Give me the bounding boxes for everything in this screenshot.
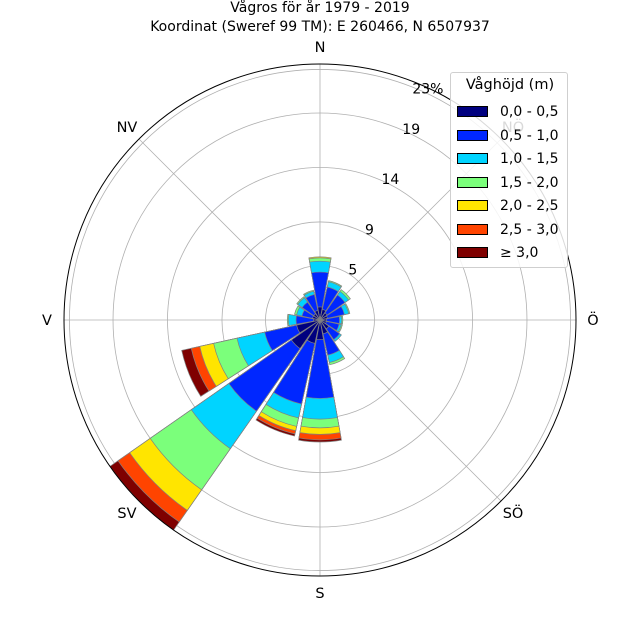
legend-label: 2,0 - 2,5 — [500, 198, 559, 214]
rose-segment — [290, 319, 321, 350]
radial-tick-label: 5 — [348, 263, 357, 279]
rose-segment — [314, 310, 321, 321]
outer-circle — [63, 63, 577, 577]
rose-segment — [311, 271, 329, 321]
compass-label: NV — [117, 120, 138, 136]
chart-title: Vågros för år 1979 - 2019 — [230, 0, 410, 16]
rose-segment — [306, 319, 321, 344]
rose-segment — [319, 319, 329, 335]
radial-tick-label: 19 — [402, 122, 420, 138]
rose-segment — [317, 306, 323, 321]
legend-label: 1,5 - 2,0 — [500, 174, 559, 191]
legend-title: Våghöjd (m) — [465, 77, 555, 93]
legend-swatch — [457, 153, 488, 164]
legend-swatch — [457, 247, 488, 258]
legend-swatch — [457, 200, 488, 211]
legend-swatch — [457, 129, 488, 141]
legend-swatch — [457, 106, 488, 117]
compass-label: SÖ — [503, 504, 524, 522]
compass-label: S — [315, 586, 324, 602]
compass-label: Ö — [587, 311, 598, 329]
rose-segment — [305, 319, 335, 399]
compass-label: SV — [117, 506, 136, 522]
rose-segment — [295, 315, 321, 325]
rose-segment — [316, 319, 324, 340]
rose-segment — [319, 319, 330, 330]
grid-spoke — [319, 319, 502, 502]
rose-segment — [319, 316, 340, 324]
legend-label: 2,5 - 3,0 — [500, 221, 559, 238]
radial-tick-label: 9 — [365, 222, 374, 238]
radial-tick-label: 23% — [412, 82, 443, 98]
legend-label: 1,0 - 1,5 — [500, 151, 559, 167]
legend-swatch — [457, 223, 488, 235]
legend: Våghöjd (m) 0,0 - 0,5 0,5 - 1,0 1,0 - 1,… — [450, 72, 568, 268]
chart-subtitle: Koordinat (Sweref 99 TM): E 260466, N 65… — [150, 19, 490, 35]
rose-segment — [296, 319, 321, 334]
legend-label: 0,0 - 0,5 — [500, 104, 559, 120]
grid-spoke — [138, 138, 321, 321]
radial-tick-label: 14 — [381, 172, 399, 188]
legend-swatch — [457, 176, 488, 188]
compass-label: N — [315, 40, 326, 56]
legend-label: ≥ 3,0 — [500, 245, 539, 261]
legend-label: 0,5 - 1,0 — [500, 127, 559, 144]
compass-label: V — [42, 313, 52, 329]
